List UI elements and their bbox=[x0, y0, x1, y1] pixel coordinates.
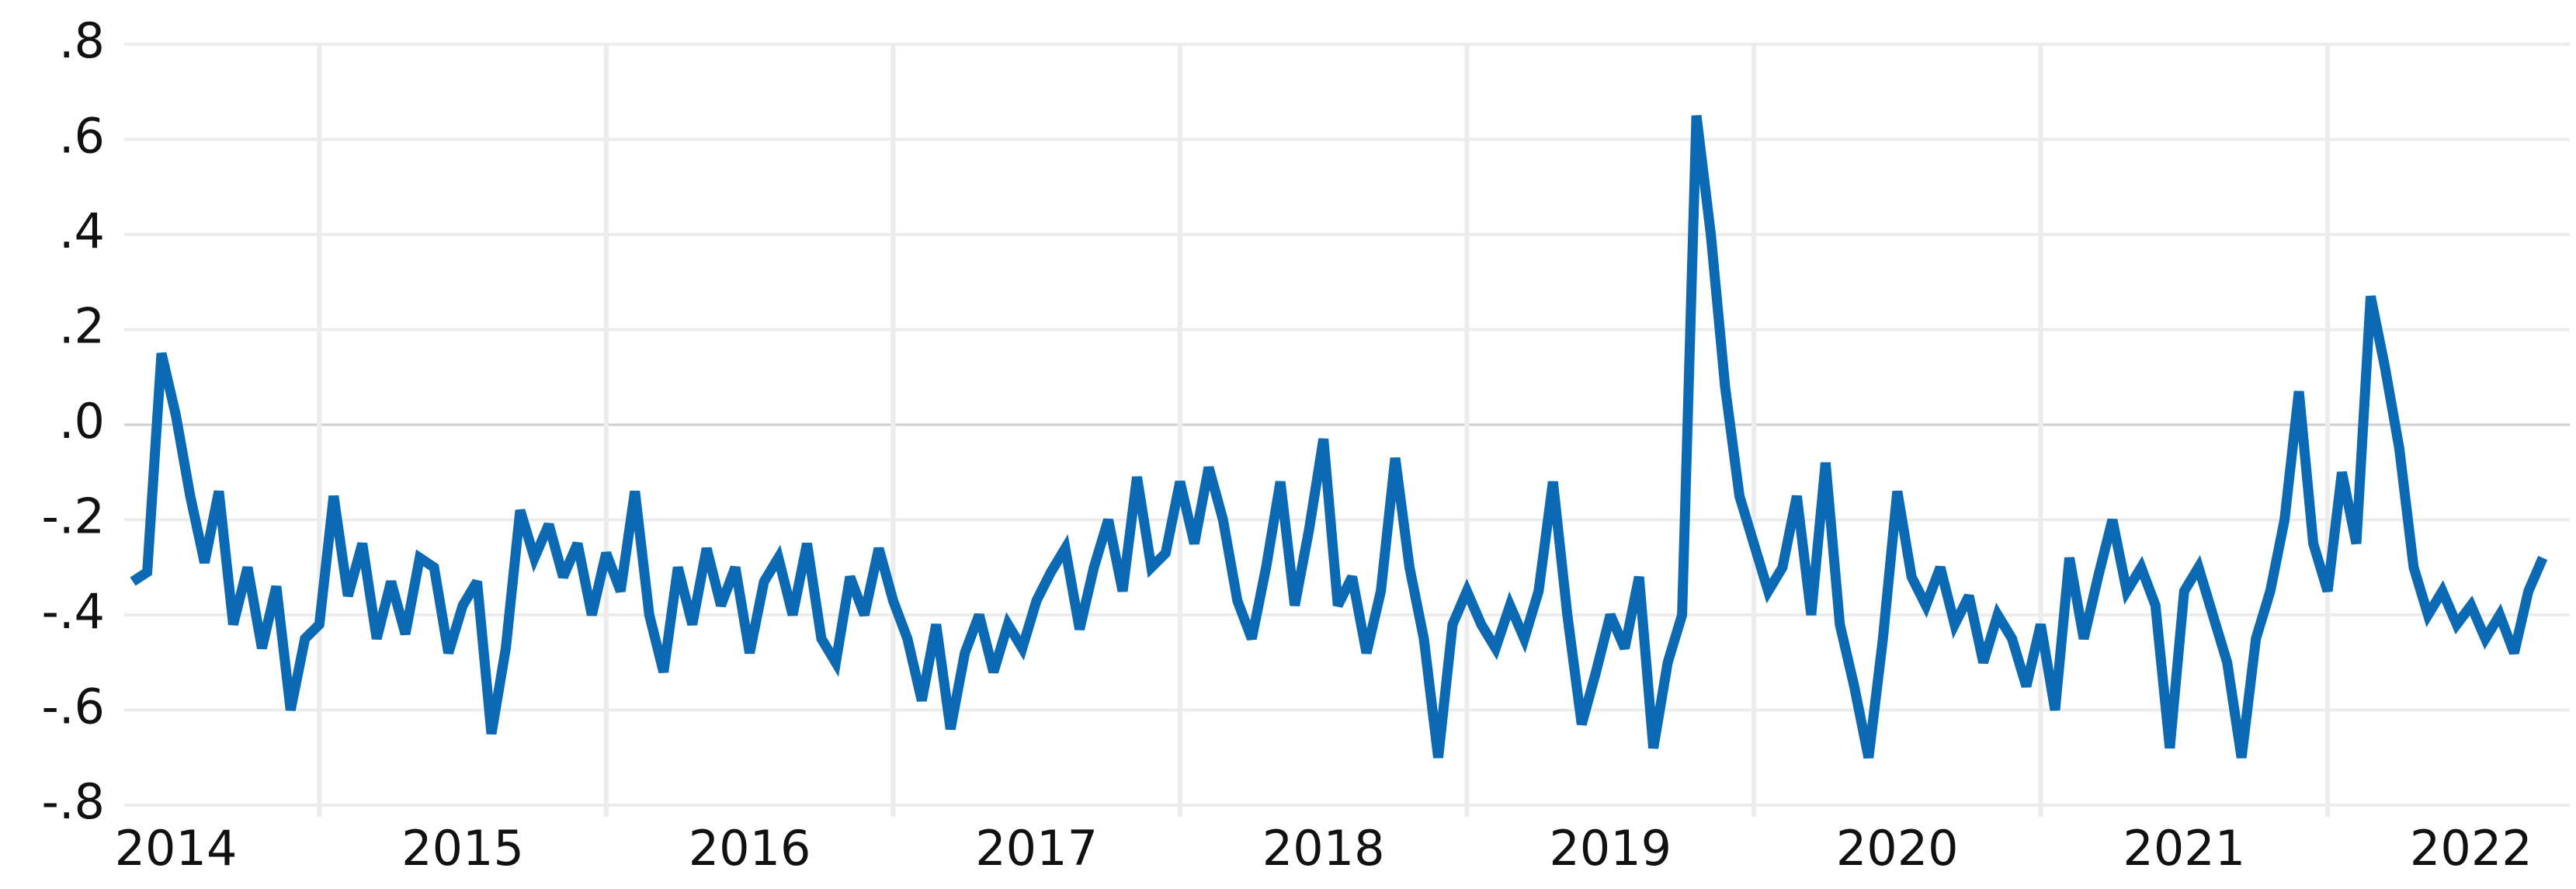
x-tick-label: 2020 bbox=[1836, 820, 1959, 877]
grid bbox=[124, 43, 2570, 817]
x-tick-label: 2022 bbox=[2410, 820, 2533, 877]
y-tick-label: .2 bbox=[59, 298, 105, 355]
x-tick-label: 2016 bbox=[689, 820, 811, 877]
line bbox=[130, 115, 2548, 759]
x-tick-label: 2021 bbox=[2123, 820, 2245, 877]
x-tick-label: 2018 bbox=[1262, 820, 1385, 877]
y-tick-label: .8 bbox=[59, 12, 105, 69]
x-tick-label: 2014 bbox=[115, 820, 238, 877]
y-tick-label: .0 bbox=[59, 393, 105, 450]
y-tick-label: -.2 bbox=[41, 488, 105, 545]
y-tick-label: .6 bbox=[59, 108, 105, 165]
y-tick-label: .4 bbox=[59, 203, 105, 259]
y-tick-label: -.6 bbox=[41, 679, 105, 735]
x-tick-label: 2019 bbox=[1549, 820, 1672, 877]
y-tick-label: -.4 bbox=[41, 583, 105, 640]
y-tick-label: -.8 bbox=[41, 773, 105, 830]
x-tick-label: 2017 bbox=[975, 820, 1098, 877]
x-tick-label: 2015 bbox=[401, 820, 524, 877]
plot-area bbox=[130, 115, 2548, 759]
